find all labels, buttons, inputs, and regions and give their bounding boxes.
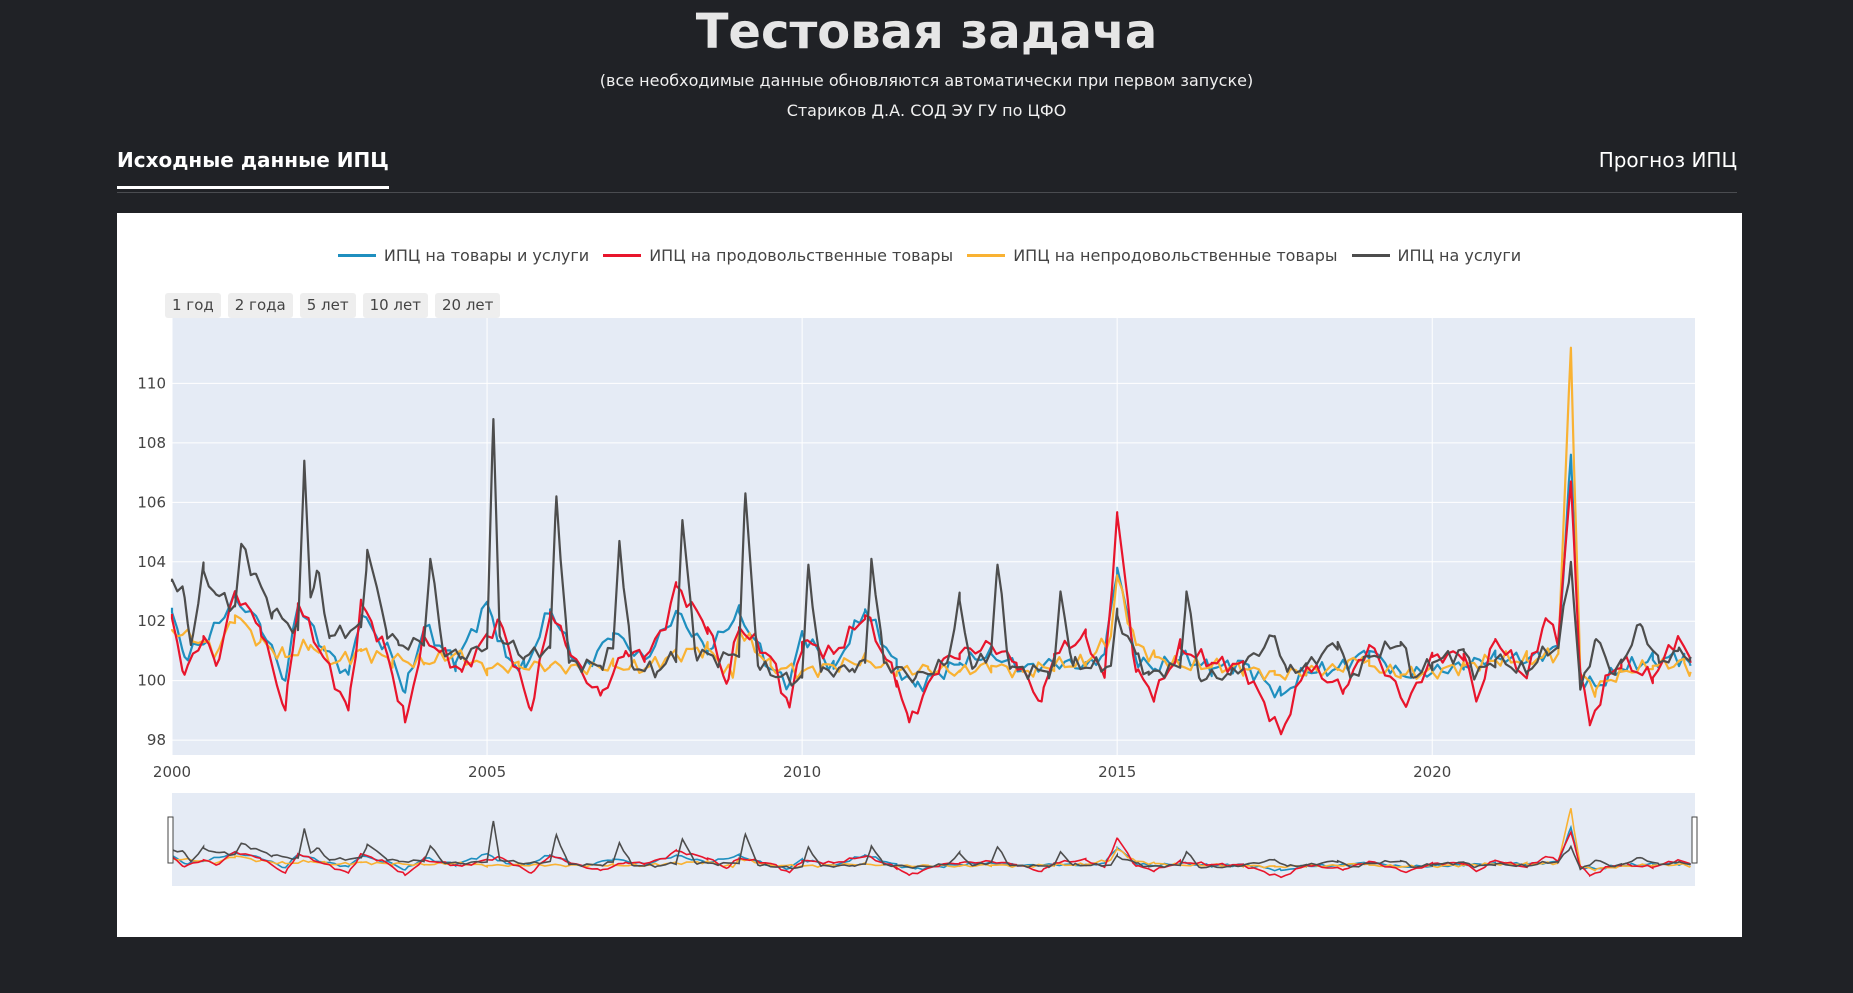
mini-series-line-total <box>171 824 1691 872</box>
tab-source-data[interactable]: Исходные данные ИПЦ <box>117 148 389 189</box>
range-button-5y[interactable]: 5 лет <box>299 293 356 318</box>
plot-area <box>172 318 1695 755</box>
series-line-food <box>170 480 1692 736</box>
legend-swatch-icon <box>1351 254 1390 257</box>
range-button-20y[interactable]: 20 лет <box>434 293 501 318</box>
mini-series-line-food <box>171 829 1692 879</box>
series-lines <box>170 346 1692 736</box>
page-subtitle: (все необходимые данные обновляются авто… <box>599 71 1254 90</box>
range-button-10y[interactable]: 10 лет <box>362 293 428 318</box>
y-axis-ticks: 98 100 102 104 106 108 110 <box>137 374 166 749</box>
y-tick-label: 102 <box>137 612 166 630</box>
legend-item-total[interactable]: ИПЦ на товары и услуги <box>337 246 590 265</box>
legend-label: ИПЦ на непродовольственные товары <box>1013 246 1338 265</box>
mini-series-line-nonfood <box>171 808 1692 872</box>
range-slider-right-handle[interactable] <box>1691 816 1698 864</box>
page-title: Тестовая задача <box>695 4 1158 60</box>
mini-series-line-services <box>171 820 1692 871</box>
y-tick-label: 104 <box>137 553 166 571</box>
legend-label: ИПЦ на товары и услуги <box>383 246 590 265</box>
x-axis-ticks: 2000 2005 2010 2015 2020 <box>153 763 1451 781</box>
series-line-services <box>170 418 1692 691</box>
y-tick-label: 110 <box>137 374 166 392</box>
tab-bar: Исходные данные ИПЦ Прогноз ИПЦ <box>117 140 1737 193</box>
legend-swatch-icon <box>337 254 376 257</box>
chart-legend: ИПЦ на товары и услуги ИПЦ на продовольс… <box>117 246 1742 265</box>
y-tick-label: 98 <box>147 731 166 749</box>
range-selector: 1 год 2 года 5 лет 10 лет 20 лет <box>165 293 501 318</box>
chart-panel: ИПЦ на товары и услуги ИПЦ на продовольс… <box>117 213 1742 937</box>
tab-forecast[interactable]: Прогноз ИПЦ <box>1598 148 1737 172</box>
range-slider-area[interactable] <box>172 793 1695 886</box>
legend-item-nonfood[interactable]: ИПЦ на непродовольственные товары <box>967 246 1338 265</box>
range-slider-lines <box>171 808 1692 879</box>
y-tick-label: 106 <box>137 493 166 511</box>
legend-item-food[interactable]: ИПЦ на продовольственные товары <box>603 246 953 265</box>
x-tick-label: 2015 <box>1098 763 1136 781</box>
y-tick-label: 100 <box>137 672 166 690</box>
x-tick-label: 2005 <box>468 763 506 781</box>
range-button-2y[interactable]: 2 года <box>227 293 293 318</box>
y-grid <box>172 382 1695 741</box>
legend-swatch-icon <box>603 254 642 257</box>
cpi-chart: 98 100 102 104 106 108 110 2000 2005 2010 2015 202… <box>137 318 1698 886</box>
legend-label: ИПЦ на услуги <box>1397 246 1522 265</box>
series-line-total <box>170 453 1692 699</box>
range-button-1y[interactable]: 1 год <box>165 293 221 318</box>
author-line: Стариков Д.А. СОД ЭУ ГУ по ЦФО <box>786 101 1067 120</box>
legend-item-services[interactable]: ИПЦ на услуги <box>1351 246 1522 265</box>
legend-swatch-icon <box>967 254 1006 257</box>
x-tick-label: 2010 <box>783 763 821 781</box>
y-tick-label: 108 <box>137 434 166 452</box>
x-tick-label: 2000 <box>153 763 191 781</box>
range-slider-left-handle[interactable] <box>167 816 174 864</box>
legend-label: ИПЦ на продовольственные товары <box>649 246 954 265</box>
x-tick-label: 2020 <box>1413 763 1451 781</box>
series-line-nonfood <box>170 346 1692 698</box>
x-grid <box>171 318 1433 755</box>
